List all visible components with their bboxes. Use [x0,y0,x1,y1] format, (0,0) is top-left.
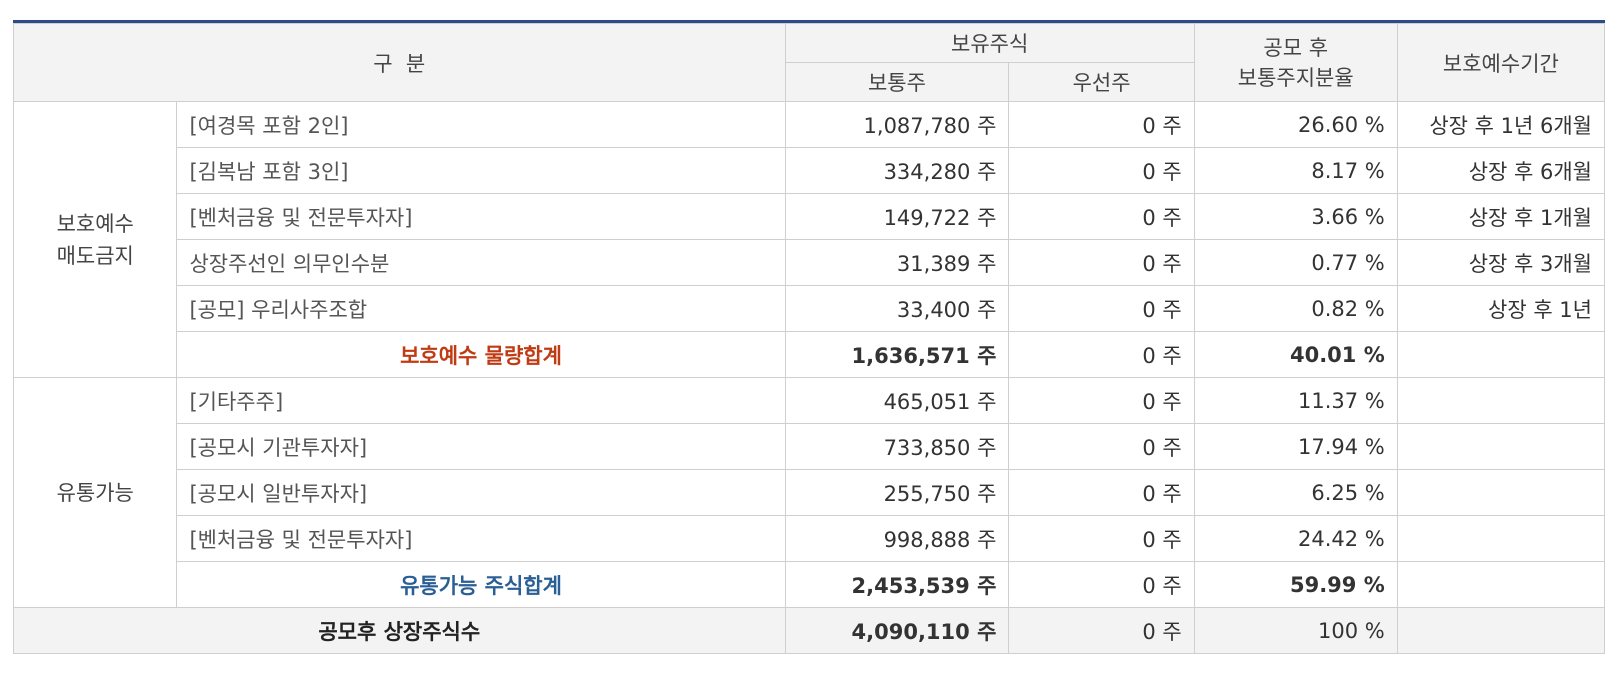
row-period: 상장 후 1개월 [1396,193,1606,240]
row-common: 33,400 주 [784,285,1010,332]
table-row: [벤처금융 및 전문투자자] 998,888 주 0 주 24.42 % [14,515,1606,562]
row-ratio: 8.17 % [1193,147,1398,194]
row-common: 465,051 주 [784,377,1010,424]
row-ratio: 0.82 % [1193,285,1398,332]
table-row: [공모] 우리사주조합 33,400 주 0 주 0.82 % 상장 후 1년 [14,285,1606,332]
subtotal-tradable-period [1396,561,1606,608]
subtotal-lockup-common: 1,636,571 주 [784,331,1010,378]
subtotal-row-lockup: 보호예수 물량합계 1,636,571 주 0 주 40.01 % [14,331,1606,378]
table-row: 유통가능 [기타주주] 465,051 주 0 주 11.37 % [12,377,1606,608]
total-row: 공모후 상장주식수 4,090,110 주 0 주 100 % [13,607,1606,654]
subtotal-lockup-label: 보호예수 물량합계 [176,331,786,378]
row-ratio: 17.94 % [1193,423,1398,470]
header-lockup-period: 보호예수기간 [1396,23,1606,102]
row-period [1396,469,1606,516]
row-name: 상장주선인 의무인수분 [176,239,786,286]
group-lockup-line2: 매도금지 [56,243,134,268]
row-preferred: 0 주 [1008,515,1195,562]
row-common: 733,850 주 [784,423,1010,470]
subtotal-tradable-preferred: 0 주 [1008,561,1195,608]
row-preferred: 0 주 [1008,239,1195,286]
table-row: [공모시 기관투자자] 733,850 주 0 주 17.94 % [14,423,1606,470]
row-common: 998,888 주 [784,515,1010,562]
table-row: 보호예수 매도금지 [여경목 포함 2인] 1,087,780 주 0 주 26… [12,101,1606,378]
row-name: [공모] 우리사주조합 [176,285,786,332]
row-period: 상장 후 1년 [1396,285,1606,332]
total-ratio: 100 % [1193,607,1398,654]
row-preferred: 0 주 [1008,285,1195,332]
header-common: 보통주 [784,62,1010,102]
table-row: [김복남 포함 3인] 334,280 주 0 주 8.17 % 상장 후 6개… [14,147,1606,194]
row-name: [김복남 포함 3인] [176,147,786,194]
row-period [1396,377,1606,424]
row-period [1396,515,1606,562]
header-preferred: 우선주 [1008,62,1195,102]
table-row: [벤처금융 및 전문투자자] 149,722 주 0 주 3.66 % 상장 후… [14,193,1606,240]
header-ratio-line1: 공모 후 [1263,35,1329,60]
total-label: 공모후 상장주식수 [13,607,786,654]
subtotal-tradable-label: 유통가능 주식합계 [176,561,786,608]
row-period [1396,423,1606,470]
row-preferred: 0 주 [1008,147,1195,194]
row-common: 31,389 주 [784,239,1010,286]
row-period: 상장 후 3개월 [1396,239,1606,286]
row-ratio: 6.25 % [1193,469,1398,516]
row-period: 상장 후 1년 6개월 [1396,101,1606,148]
subtotal-tradable-ratio: 59.99 % [1193,561,1398,608]
group-tradable-label: 유통가능 [12,377,178,608]
subtotal-lockup-ratio: 40.01 % [1193,331,1398,378]
group-lockup-line1: 보호예수 [56,211,134,236]
row-preferred: 0 주 [1008,377,1195,424]
header-category: 구 분 [13,23,786,102]
shareholding-table: 구 분 보유주식 공모 후 보통주지분율 보호예수기간 보통주 우선주 보호예수… [12,23,1606,654]
row-name: [벤처금융 및 전문투자자] [176,515,786,562]
total-period [1396,607,1606,654]
row-period: 상장 후 6개월 [1396,147,1606,194]
row-name: [여경목 포함 2인] [176,101,786,148]
table-row: [공모시 일반투자자] 255,750 주 0 주 6.25 % [14,469,1606,516]
row-ratio: 0.77 % [1193,239,1398,286]
row-name: [공모시 기관투자자] [176,423,786,470]
row-preferred: 0 주 [1008,101,1195,148]
table-top-border [13,20,1605,23]
subtotal-tradable-common: 2,453,539 주 [784,561,1010,608]
row-ratio: 3.66 % [1193,193,1398,240]
row-name: [공모시 일반투자자] [176,469,786,516]
row-preferred: 0 주 [1008,193,1195,240]
subtotal-lockup-period [1396,331,1606,378]
shareholding-table-container: 구 분 보유주식 공모 후 보통주지분율 보호예수기간 보통주 우선주 보호예수… [12,20,1606,654]
row-common: 255,750 주 [784,469,1010,516]
total-common: 4,090,110 주 [784,607,1010,654]
row-name: [기타주주] [176,377,786,424]
group-lockup-label: 보호예수 매도금지 [12,101,178,378]
subtotal-row-tradable: 유통가능 주식합계 2,453,539 주 0 주 59.99 % [14,561,1606,608]
table-row: 상장주선인 의무인수분 31,389 주 0 주 0.77 % 상장 후 3개월 [14,239,1606,286]
subtotal-lockup-preferred: 0 주 [1008,331,1195,378]
row-ratio: 11.37 % [1193,377,1398,424]
row-ratio: 26.60 % [1193,101,1398,148]
row-common: 149,722 주 [784,193,1010,240]
row-common: 334,280 주 [784,147,1010,194]
row-preferred: 0 주 [1008,423,1195,470]
row-ratio: 24.42 % [1193,515,1398,562]
row-common: 1,087,780 주 [784,101,1010,148]
header-ratio-line2: 보통주지분율 [1237,65,1354,90]
total-preferred: 0 주 [1008,607,1195,654]
row-name: [벤처금융 및 전문투자자] [176,193,786,240]
row-preferred: 0 주 [1008,469,1195,516]
header-ratio: 공모 후 보통주지분율 [1193,23,1398,102]
header-holdings: 보유주식 [784,23,1195,63]
